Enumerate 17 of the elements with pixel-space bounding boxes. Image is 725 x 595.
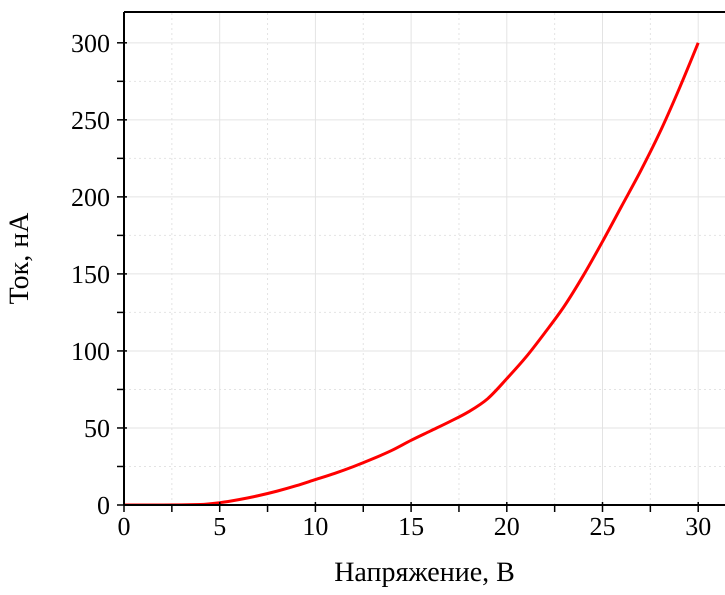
x-axis-title: Напряжение, В bbox=[334, 557, 515, 588]
y-tick-label: 300 bbox=[71, 28, 110, 58]
y-tick-label: 50 bbox=[84, 414, 110, 443]
line-series bbox=[124, 41, 700, 505]
y-tick-label: 0 bbox=[97, 491, 110, 520]
x-tick-label: 0 bbox=[118, 512, 130, 541]
x-tick-label: 15 bbox=[398, 512, 424, 541]
y-axis-title: Ток, нА bbox=[4, 212, 35, 304]
x-tick-label: 10 bbox=[302, 512, 328, 541]
x-tick-label: 25 bbox=[590, 512, 616, 541]
y-tick-label: 100 bbox=[71, 336, 110, 366]
x-tick-label: 5 bbox=[213, 512, 226, 541]
x-tick-label: 20 bbox=[494, 512, 520, 541]
x-tick-label: 30 bbox=[685, 512, 712, 541]
y-tick-label: 250 bbox=[71, 106, 110, 135]
y-tick-label: 150 bbox=[71, 260, 110, 289]
y-tick-label: 200 bbox=[71, 182, 110, 212]
